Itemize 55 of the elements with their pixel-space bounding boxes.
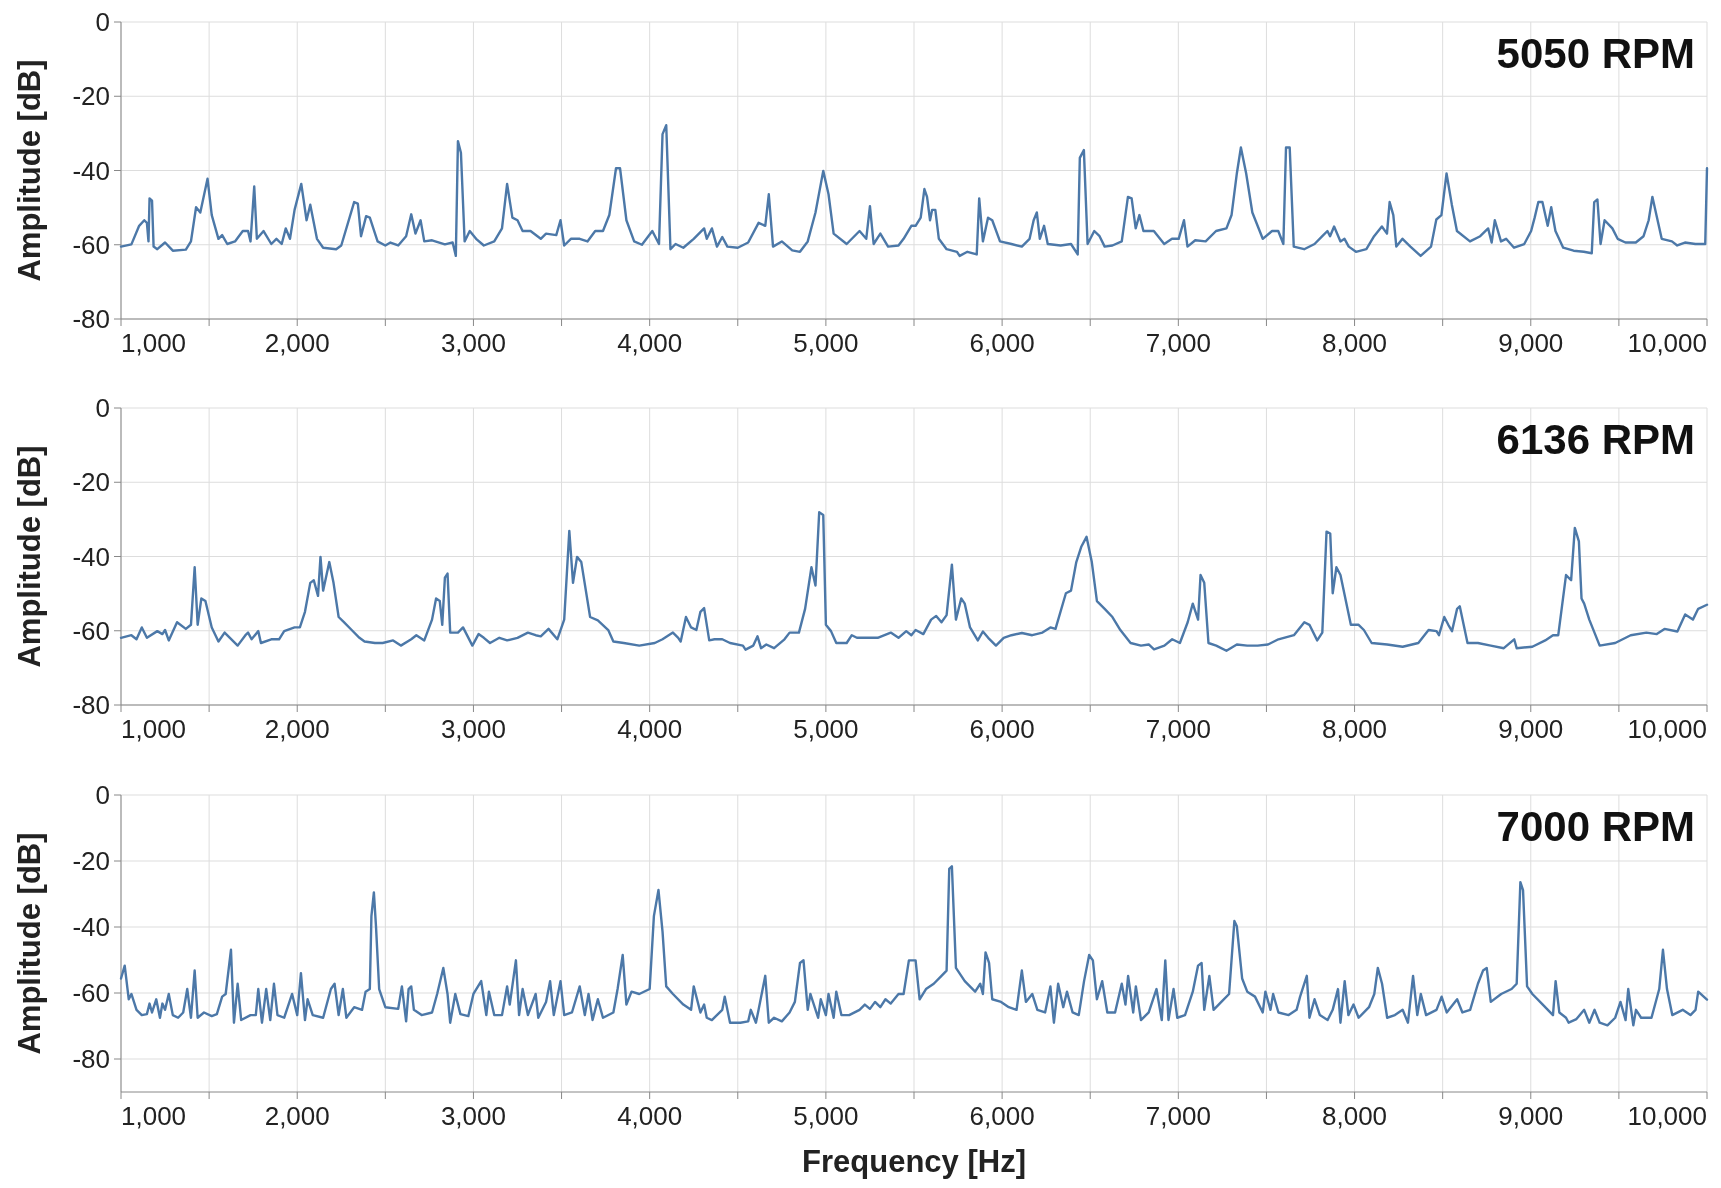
y-axis-title: Amplitude [dB] bbox=[12, 832, 47, 1055]
x-tick-label: 3,000 bbox=[440, 714, 506, 744]
x-tick-label: 5,000 bbox=[793, 1101, 859, 1131]
x-tick-label: 10,000 bbox=[1627, 328, 1707, 358]
y-tick-label: -60 bbox=[72, 978, 110, 1009]
x-tick-label: 7,000 bbox=[1145, 1101, 1211, 1131]
x-tick-label: 7,000 bbox=[1145, 714, 1211, 744]
y-tick-label: -60 bbox=[72, 229, 110, 260]
x-tick-label: 7,000 bbox=[1145, 328, 1211, 358]
x-tick-label: 1,000 bbox=[121, 1101, 187, 1131]
x-tick-label: 1,000 bbox=[121, 328, 187, 358]
x-tick-label: 2,000 bbox=[264, 1101, 330, 1131]
x-tick-label: 6,000 bbox=[969, 714, 1035, 744]
y-tick-label: -40 bbox=[72, 912, 110, 943]
x-tick-label: 8,000 bbox=[1322, 1101, 1388, 1131]
x-tick-label: 9,000 bbox=[1498, 1101, 1564, 1131]
x-tick-label: 2,000 bbox=[264, 328, 330, 358]
y-tick-label: -80 bbox=[72, 304, 110, 335]
y-tick-label: 0 bbox=[95, 393, 110, 424]
chart-title: 7000 RPM bbox=[1496, 803, 1695, 850]
x-tick-label: 4,000 bbox=[617, 328, 683, 358]
x-tick-label: 8,000 bbox=[1322, 714, 1388, 744]
x-tick-label: 1,000 bbox=[121, 714, 187, 744]
line-series bbox=[119, 124, 1709, 258]
x-tick-label: 4,000 bbox=[617, 714, 683, 744]
line-series bbox=[119, 511, 1709, 652]
x-tick-label: 9,000 bbox=[1498, 714, 1564, 744]
y-axis-title: Amplitude [dB] bbox=[12, 59, 47, 282]
x-tick-label: 3,000 bbox=[440, 1101, 506, 1131]
y-tick-label: 0 bbox=[95, 780, 110, 811]
x-tick-label: 5,000 bbox=[793, 714, 859, 744]
x-tick-label: 10,000 bbox=[1627, 714, 1707, 744]
x-tick-label: 8,000 bbox=[1322, 328, 1388, 358]
x-tick-label: 2,000 bbox=[264, 714, 330, 744]
x-tick-label: 6,000 bbox=[969, 1101, 1035, 1131]
x-tick-label: 10,000 bbox=[1627, 1101, 1707, 1131]
chart-title: 6136 RPM bbox=[1496, 416, 1695, 463]
x-tick-label: 4,000 bbox=[617, 1101, 683, 1131]
x-axis-title: Frequency [Hz] bbox=[802, 1144, 1026, 1179]
y-tick-label: -80 bbox=[72, 1044, 110, 1075]
x-tick-label: 3,000 bbox=[440, 328, 506, 358]
y-tick-label: -80 bbox=[72, 690, 110, 721]
y-tick-label: -40 bbox=[72, 155, 110, 186]
y-tick-label: -20 bbox=[72, 846, 110, 877]
y-tick-label: -20 bbox=[72, 81, 110, 112]
x-tick-label: 9,000 bbox=[1498, 328, 1564, 358]
line-series bbox=[119, 865, 1709, 1027]
y-tick-label: -40 bbox=[72, 541, 110, 572]
chart-title: 5050 RPM bbox=[1496, 30, 1695, 77]
y-axis-title: Amplitude [dB] bbox=[12, 445, 47, 668]
x-tick-label: 5,000 bbox=[793, 328, 859, 358]
y-tick-label: -60 bbox=[72, 615, 110, 646]
x-tick-label: 6,000 bbox=[969, 328, 1035, 358]
y-tick-label: 0 bbox=[95, 7, 110, 38]
y-tick-label: -20 bbox=[72, 467, 110, 498]
